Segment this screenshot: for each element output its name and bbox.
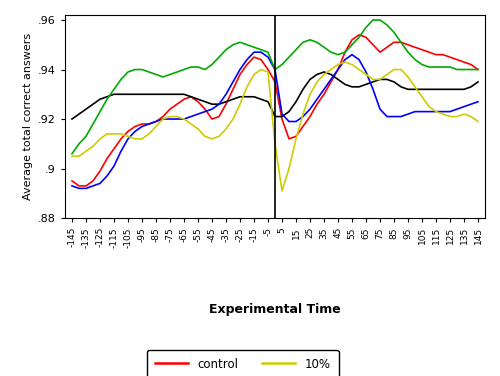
Legend: control, 1%, 5%, 10%, 15%: control, 1%, 5%, 10%, 15% [146,350,338,376]
Text: Experimental Time: Experimental Time [209,303,341,316]
Y-axis label: Average total correct answers: Average total correct answers [22,33,32,200]
